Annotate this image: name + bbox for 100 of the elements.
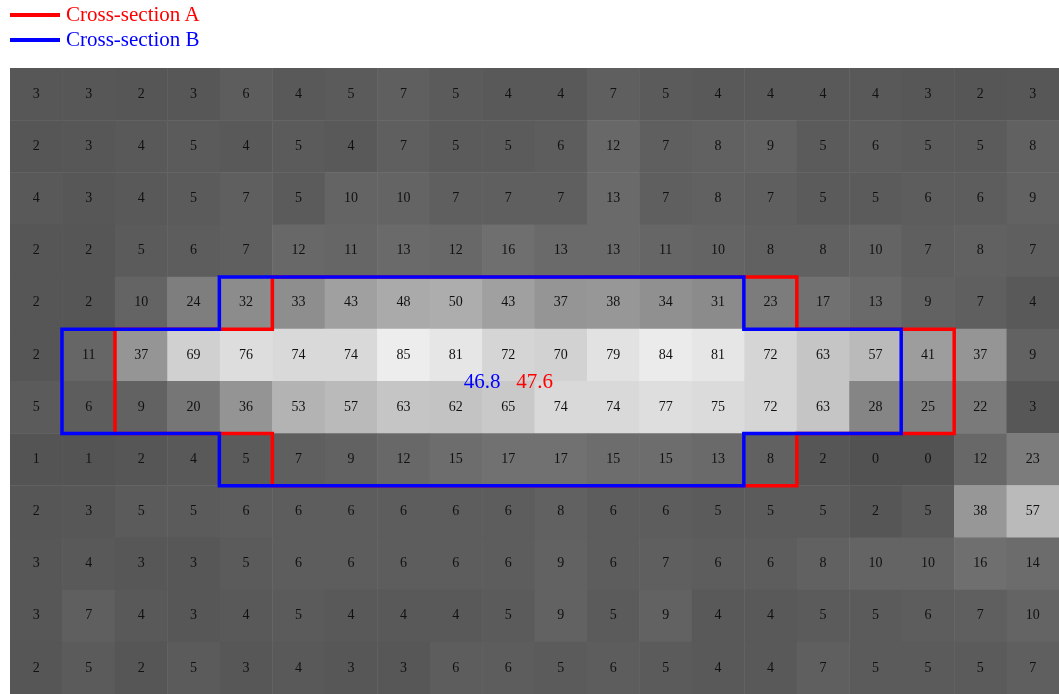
data-label: 15 <box>606 450 621 466</box>
data-label: 3 <box>137 555 145 571</box>
data-label: 57 <box>1025 503 1040 519</box>
data-label: 8 <box>819 555 827 571</box>
data-label: 5 <box>32 398 40 414</box>
data-label: 6 <box>871 137 879 153</box>
data-label: 5 <box>871 659 879 675</box>
annotation: 46.8 <box>463 368 501 394</box>
data-label: 8 <box>714 137 722 153</box>
data-label: 74 <box>291 346 306 362</box>
data-label: 5 <box>242 450 250 466</box>
data-label: 79 <box>606 346 621 362</box>
data-label: 5 <box>294 607 302 623</box>
data-label: 13 <box>711 450 726 466</box>
data-label: 9 <box>1029 346 1037 362</box>
data-label: 7 <box>1029 242 1037 258</box>
data-label: 5 <box>662 659 670 675</box>
data-label: 5 <box>924 659 932 675</box>
data-label: 10 <box>343 190 358 206</box>
data-label: 5 <box>294 137 302 153</box>
data-label: 5 <box>871 607 879 623</box>
data-label: 5 <box>714 503 722 519</box>
data-label: 6 <box>767 555 775 571</box>
data-label: 2 <box>32 294 40 310</box>
data-label: 7 <box>504 190 512 206</box>
data-label: 6 <box>504 503 512 519</box>
data-label: 32 <box>239 294 254 310</box>
data-label: 6 <box>85 398 93 414</box>
data-label: 2 <box>137 659 145 675</box>
data-label: 5 <box>504 607 512 623</box>
text: Cross-section A <box>66 2 200 27</box>
data-label: 5 <box>557 659 565 675</box>
data-label: 3 <box>85 190 93 206</box>
data-label: 6 <box>976 190 984 206</box>
data-label: 7 <box>294 450 302 466</box>
data-label: 7 <box>976 607 984 623</box>
data-label: 8 <box>1029 137 1037 153</box>
data-label: 25 <box>920 398 935 414</box>
data-label: 5 <box>819 190 827 206</box>
data-label: 8 <box>767 242 775 258</box>
data-label: 4 <box>242 607 250 623</box>
data-label: 63 <box>396 398 411 414</box>
data-label: 85 <box>396 346 411 362</box>
data-label: 6 <box>504 555 512 571</box>
text: Cross-section B <box>66 27 200 52</box>
data-label: 33 <box>291 294 306 310</box>
data-label: 6 <box>452 503 460 519</box>
data-label: 4 <box>819 85 827 101</box>
data-label: 43 <box>343 294 358 310</box>
data-label: 7 <box>662 555 670 571</box>
data-label: 6 <box>504 659 512 675</box>
data-label: 4 <box>557 85 565 101</box>
data-label: 6 <box>662 503 670 519</box>
data-label: 75 <box>711 398 726 414</box>
data-label: 3 <box>399 659 407 675</box>
data-label: 5 <box>871 190 879 206</box>
data-label: 9 <box>137 398 145 414</box>
data-label: 13 <box>868 294 883 310</box>
data-label: 5 <box>190 137 198 153</box>
data-label: 50 <box>448 294 463 310</box>
data-label: 6 <box>294 503 302 519</box>
data-label: 72 <box>763 346 778 362</box>
data-label: 62 <box>448 398 463 414</box>
data-label: 4 <box>294 85 302 101</box>
data-label: 16 <box>973 555 988 571</box>
data-label: 6 <box>242 503 250 519</box>
data-label: 3 <box>924 85 932 101</box>
data-label: 5 <box>137 503 145 519</box>
data-label: 5 <box>137 242 145 258</box>
data-label: 10 <box>134 294 149 310</box>
data-label: 12 <box>606 137 621 153</box>
data-label: 4 <box>190 450 198 466</box>
data-label: 7 <box>85 607 93 623</box>
data-label: 12 <box>291 242 306 258</box>
data-label: 5 <box>452 137 460 153</box>
data-label: 8 <box>819 242 827 258</box>
data-label: 13 <box>553 242 568 258</box>
data-label: 2 <box>137 85 145 101</box>
data-label: 4 <box>347 607 355 623</box>
data-label: 11 <box>81 346 96 362</box>
data-label: 37 <box>973 346 988 362</box>
data-label: 17 <box>815 294 830 310</box>
data-label: 16 <box>501 242 516 258</box>
data-label: 13 <box>396 242 411 258</box>
data-label: 8 <box>976 242 984 258</box>
data-label: 6 <box>294 555 302 571</box>
data-label: 22 <box>973 398 988 414</box>
data-label: 9 <box>767 137 775 153</box>
data-label: 63 <box>815 346 830 362</box>
data-label: 7 <box>662 190 670 206</box>
data-label: 3 <box>85 503 93 519</box>
data-label: 10 <box>711 242 726 258</box>
data-label: 6 <box>399 555 407 571</box>
data-label: 4 <box>347 137 355 153</box>
data-label: 4 <box>767 85 775 101</box>
data-label: 12 <box>448 242 463 258</box>
data-label: 13 <box>606 242 621 258</box>
data-label: 57 <box>343 398 358 414</box>
data-label: 6 <box>609 659 617 675</box>
data-label: 7 <box>924 242 932 258</box>
